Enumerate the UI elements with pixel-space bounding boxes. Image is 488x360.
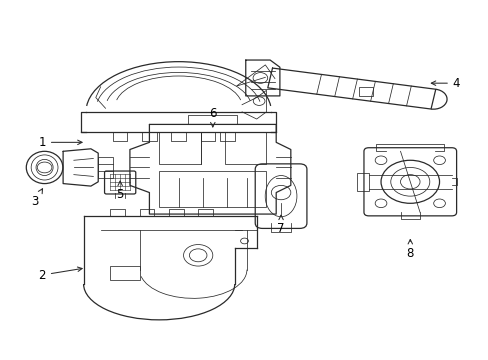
Bar [110,266,140,280]
Bar [159,132,200,164]
Bar [159,171,266,207]
Text: 3: 3 [31,189,42,208]
Text: 2: 2 [39,267,82,282]
Text: 5: 5 [116,181,123,201]
Text: 4: 4 [430,77,459,90]
Bar [358,87,373,96]
Text: 1: 1 [39,136,82,149]
Bar [356,173,368,191]
Bar [224,132,266,164]
Text: 6: 6 [209,107,216,127]
Text: 7: 7 [277,215,284,235]
Bar [98,157,113,178]
Text: 8: 8 [406,239,413,260]
